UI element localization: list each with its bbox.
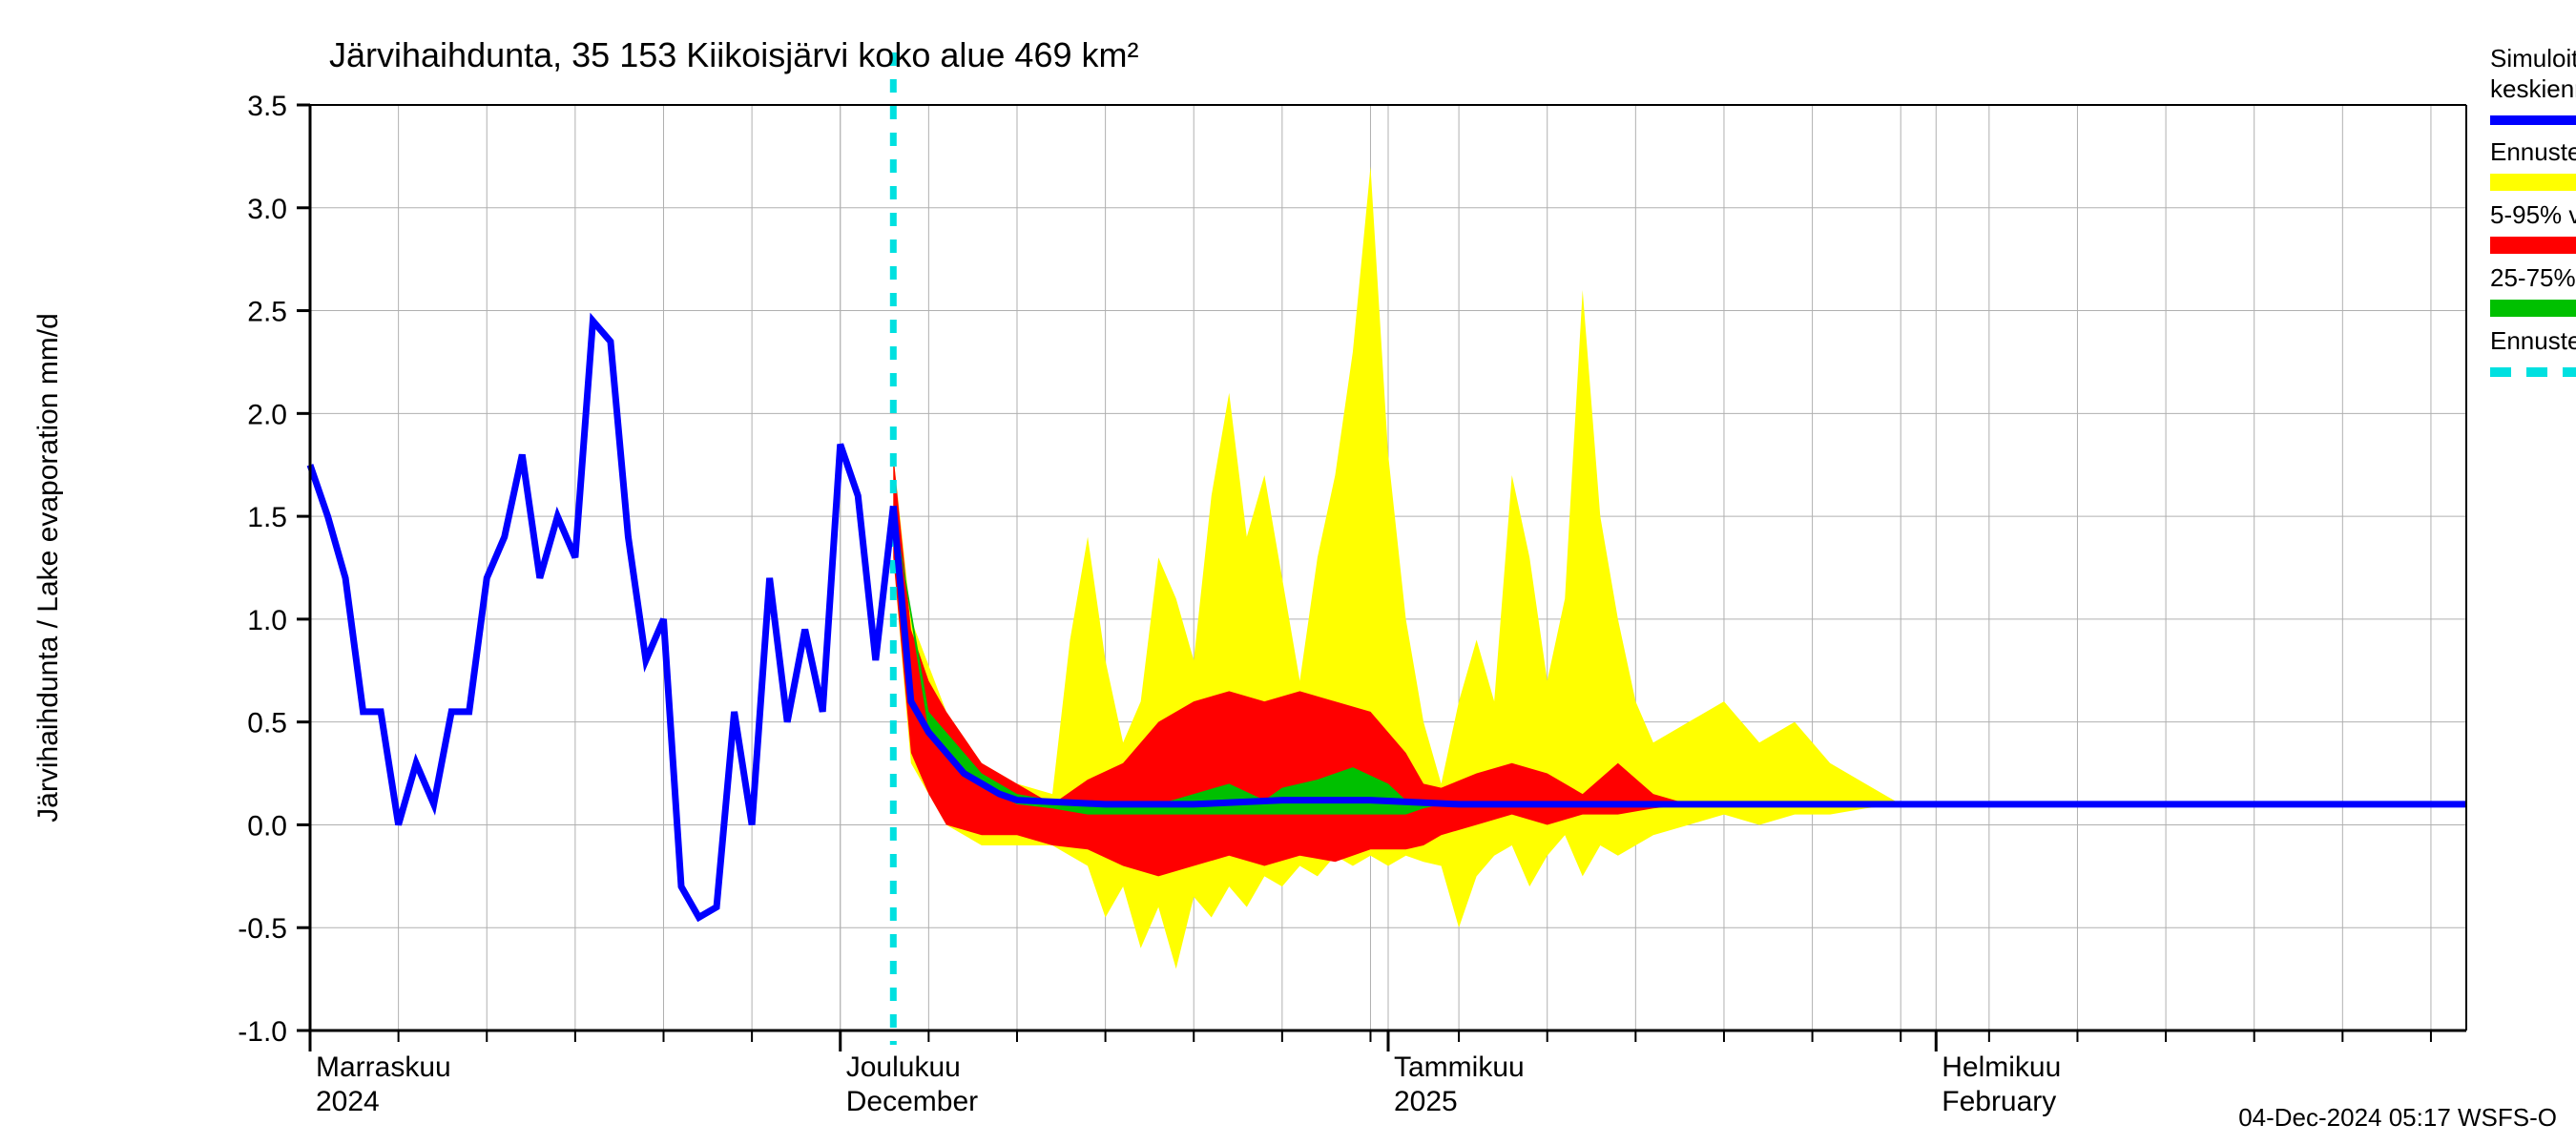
legend-swatch-band (2490, 237, 2576, 254)
legend-label: Ennusteen vaihteluväli (2490, 137, 2576, 166)
x-month-label-bot: February (1942, 1086, 2056, 1117)
legend-label: 5-95% vaihteluväli (2490, 200, 2576, 229)
x-month-label-top: Helmikuu (1942, 1051, 2061, 1083)
legend-label: 25-75% vaihteluväli (2490, 263, 2576, 292)
legend-swatch-band (2490, 174, 2576, 191)
legend-label: Ennusteen alku (2490, 326, 2576, 355)
y-axis-label: Järvihaihdunta / Lake evaporation mm/d (32, 313, 64, 822)
background (0, 0, 2576, 1145)
chart-svg: -1.0 -0.5 0.0 0.5 1.0 1.5 2.0 2.5 3.0 3.5 Marrasku… (0, 0, 2576, 1145)
x-month-label-bot: 2025 (1394, 1086, 1458, 1117)
x-month-label-bot: December (846, 1086, 978, 1117)
x-month-label-top: Marraskuu (316, 1051, 451, 1083)
chart-container: -1.0 -0.5 0.0 0.5 1.0 1.5 2.0 2.5 3.0 3.5 Marrasku… (0, 0, 2576, 1145)
y-tick-label: 3.5 (247, 91, 287, 122)
y-tick-label: -1.0 (238, 1016, 287, 1048)
x-month-label-top: Joulukuu (846, 1051, 961, 1083)
x-month-label-top: Tammikuu (1394, 1051, 1525, 1083)
legend-label: Simuloitu historia ja (2490, 44, 2576, 73)
x-month-label-bot: 2024 (316, 1086, 380, 1117)
y-tick-label: 2.0 (247, 399, 287, 430)
y-tick-label: 1.5 (247, 502, 287, 533)
legend-label: keskiennuste (2490, 74, 2576, 103)
chart-title: Järvihaihdunta, 35 153 Kiikoisjärvi koko… (329, 35, 1138, 74)
y-tick-label: 0.0 (247, 810, 287, 842)
y-tick-label: 1.0 (247, 605, 287, 636)
y-tick-label: 3.0 (247, 194, 287, 225)
y-tick-label: 2.5 (247, 297, 287, 328)
legend-swatch-band (2490, 300, 2576, 317)
timestamp: 04-Dec-2024 05:17 WSFS-O (2238, 1103, 2557, 1132)
y-tick-label: -0.5 (238, 913, 287, 945)
y-tick-label: 0.5 (247, 708, 287, 739)
